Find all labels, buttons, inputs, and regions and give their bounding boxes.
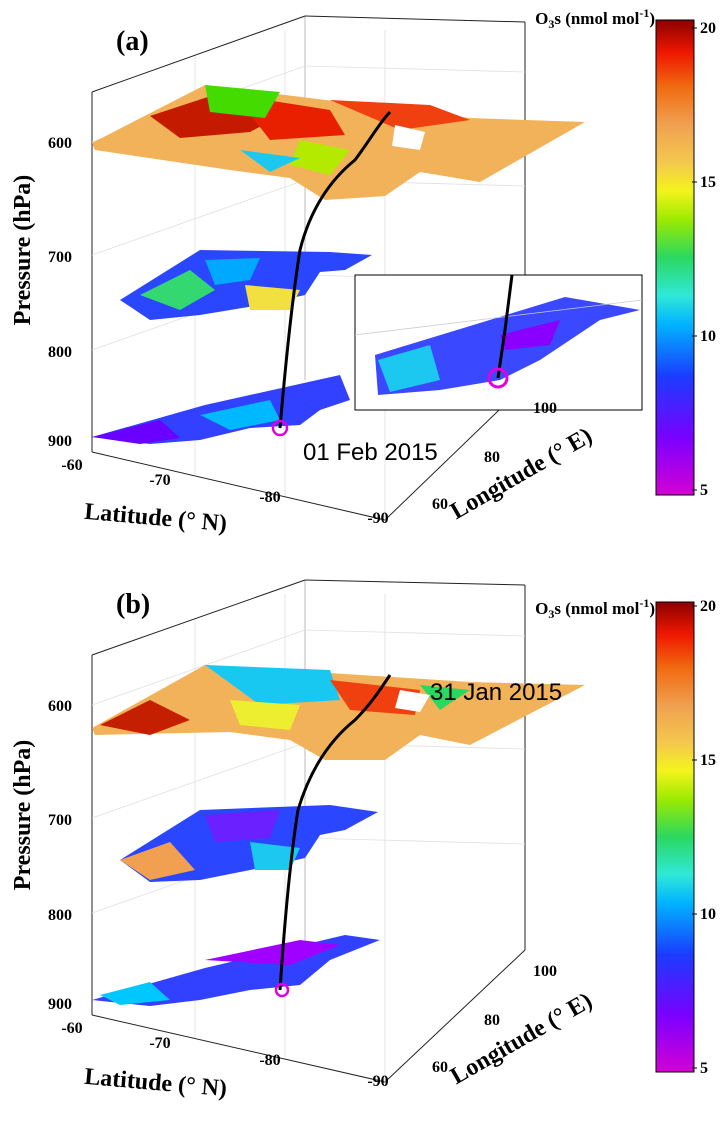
y-axis-label: Pressure (hPa) — [10, 740, 36, 890]
x-axis-label: Latitude (° N) — [83, 499, 228, 537]
source-marker — [274, 982, 290, 998]
colorbar-gradient — [655, 19, 695, 496]
latitude-tick: -60 — [61, 1020, 82, 1037]
axis-box — [91, 579, 526, 1083]
colorbar-title: O3s (nmol mol-1) — [535, 6, 655, 31]
latitude-tick: -70 — [149, 472, 170, 489]
colorbar-ticks: 5 10 15 20 — [692, 598, 716, 1077]
colorbar-b: O3s (nmol mol-1) 5 10 15 20 — [535, 596, 716, 1077]
longitude-tick: 80 — [484, 449, 500, 466]
pressure-tick: 700 — [48, 249, 72, 266]
latitude-tick: -70 — [149, 1035, 170, 1052]
pressure-ticks: 600 700 800 900 — [48, 698, 72, 1013]
source-marker — [271, 419, 289, 437]
colorbar-tick-label: 10 — [700, 906, 716, 923]
pressure-ticks: 600 700 800 900 — [48, 135, 72, 450]
longitude-tick: 60 — [432, 1059, 448, 1076]
latitude-tick: -60 — [61, 457, 82, 474]
longitude-tick: 100 — [533, 963, 557, 980]
pressure-tick: 600 — [48, 135, 72, 152]
slice-layers — [92, 665, 585, 1006]
longitude-tick: 100 — [533, 400, 557, 417]
colorbar-ticks: 5 10 15 20 — [692, 20, 716, 499]
pressure-tick: 600 — [48, 698, 72, 715]
panel-label: (b) — [116, 589, 150, 620]
z-axis-label: Longitude (° E) — [446, 423, 597, 525]
latitude-tick: -90 — [367, 510, 388, 527]
colorbar-tick-label: 5 — [700, 1060, 708, 1077]
date-label: 01 Feb 2015 — [303, 439, 438, 466]
latitude-tick: -80 — [259, 489, 280, 506]
panel-label: (a) — [116, 26, 149, 57]
trajectory-line — [278, 674, 392, 991]
inset-zoom — [354, 274, 643, 411]
colorbar-tick-label: 15 — [700, 752, 716, 769]
colorbar-gradient — [655, 601, 695, 1073]
slice-layers — [92, 85, 585, 444]
colorbar-tick-label: 20 — [700, 598, 716, 615]
longitude-ticks: 60 80 100 — [432, 963, 557, 1076]
pressure-tick: 900 — [48, 996, 72, 1013]
pressure-tick: 900 — [48, 433, 72, 450]
latitude-tick: -80 — [259, 1052, 280, 1069]
colorbar-tick-label: 20 — [700, 20, 716, 37]
slice-600 — [92, 665, 585, 760]
colorbar-a: O3s (nmol mol-1) 5 10 15 20 — [535, 6, 716, 499]
panel-b: (b) 31 Jan 2015 600 700 800 900 -60 -70 -80 -9… — [10, 579, 597, 1102]
pressure-tick: 700 — [48, 812, 72, 829]
latitude-ticks: -60 -70 -80 -90 — [61, 457, 388, 527]
pressure-tick: 800 — [48, 344, 72, 361]
x-axis-label: Latitude (° N) — [83, 1064, 228, 1102]
colorbar-tick-label: 15 — [700, 174, 716, 191]
pressure-tick: 800 — [48, 907, 72, 924]
colorbar-title: O3s (nmol mol-1) — [535, 596, 655, 621]
date-label: 31 Jan 2015 — [430, 679, 562, 706]
axis-box — [91, 15, 526, 521]
longitude-tick: 80 — [484, 1012, 500, 1029]
latitude-ticks: -60 -70 -80 -90 — [61, 1020, 388, 1090]
longitude-ticks: 60 80 100 — [432, 400, 557, 513]
y-axis-label: Pressure (hPa) — [10, 175, 36, 325]
trajectory-line — [278, 110, 392, 429]
latitude-tick: -90 — [367, 1073, 388, 1090]
longitude-tick: 60 — [432, 496, 448, 513]
panel-a: (a) 01 Feb 2015 600 700 800 900 -60 -70 -80 -9… — [10, 15, 643, 537]
colorbar-tick-label: 10 — [700, 328, 716, 345]
colorbar-tick-label: 5 — [700, 482, 708, 499]
